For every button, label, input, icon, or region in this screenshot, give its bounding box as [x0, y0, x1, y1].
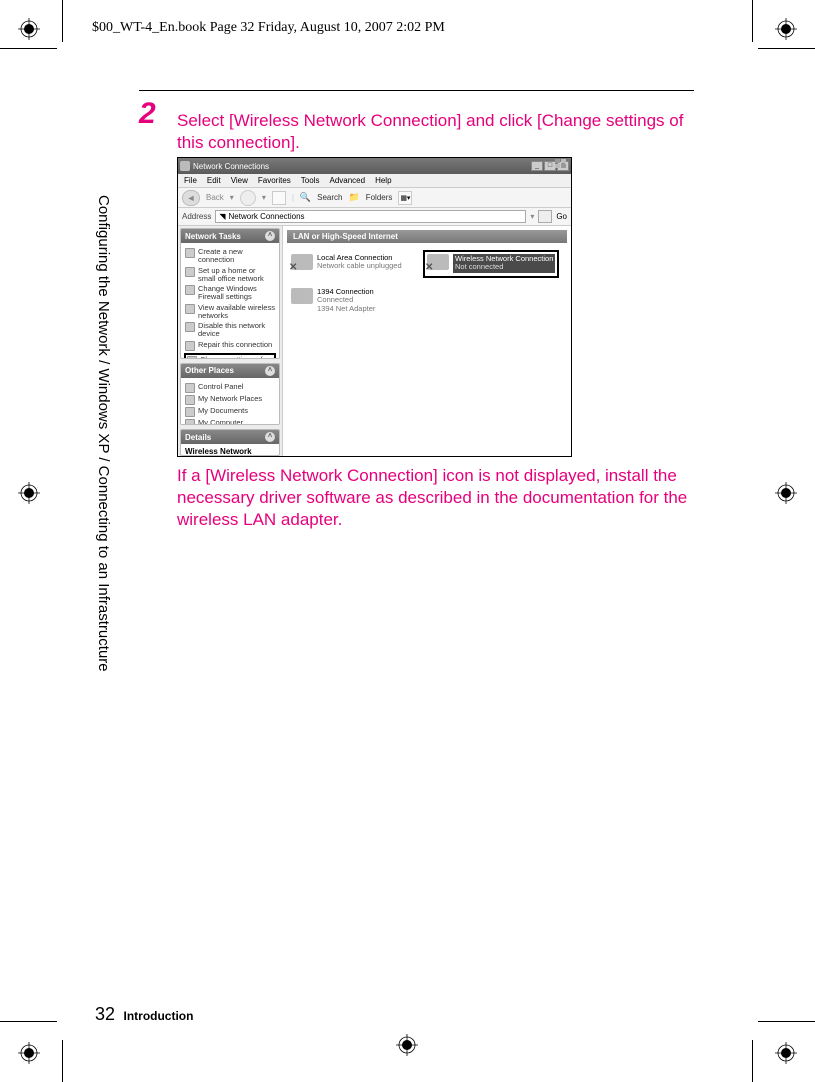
menu-view[interactable]: View: [231, 176, 248, 185]
task-icon: [185, 341, 195, 351]
task-firewall[interactable]: Change Windows Firewall settings: [198, 285, 275, 302]
step-number: 2: [139, 97, 156, 131]
menu-file[interactable]: File: [184, 176, 197, 185]
crop-mark: [758, 1021, 815, 1022]
collapse-icon[interactable]: ˄: [265, 366, 275, 376]
minimize-button[interactable]: _: [531, 161, 543, 171]
task-disable[interactable]: Disable this network device: [198, 322, 275, 339]
folders-icon: 📁: [348, 192, 359, 203]
address-value: Network Connections: [229, 212, 305, 221]
crop-mark: [62, 0, 63, 42]
menubar: File Edit View Favorites Tools Advanced …: [178, 174, 571, 188]
connection-icon: ✕: [291, 254, 313, 274]
forward-dropdown-icon[interactable]: ▾: [262, 193, 266, 202]
category-header: LAN or High-Speed Internet: [287, 230, 567, 243]
section-label: Introduction: [123, 1009, 193, 1023]
task-icon: [185, 304, 195, 314]
task-setup-network[interactable]: Set up a home or small office network: [198, 267, 275, 284]
back-dropdown-icon[interactable]: ▾: [230, 193, 234, 202]
side-running-head: Configuring the Network / Windows XP / C…: [95, 195, 112, 715]
place-my-documents[interactable]: My Documents: [198, 407, 248, 415]
reg-mark-bl: [18, 1042, 40, 1064]
connection-icon: [291, 288, 313, 308]
task-icon: [185, 267, 195, 277]
connection-wireless[interactable]: ✕ Wireless Network ConnectionNot connect…: [423, 250, 559, 278]
reg-mark-br: [775, 1042, 797, 1064]
menu-advanced[interactable]: Advanced: [329, 176, 365, 185]
menu-edit[interactable]: Edit: [207, 176, 221, 185]
address-field[interactable]: ◥ Network Connections: [215, 210, 526, 223]
reg-mark-b: [396, 1034, 418, 1056]
menu-favorites[interactable]: Favorites: [258, 176, 291, 185]
place-icon: [185, 395, 195, 405]
connection-lan[interactable]: ✕ Local Area ConnectionNetwork cable unp…: [291, 254, 402, 274]
network-tasks-header: Network Tasks: [185, 232, 241, 241]
task-change-settings[interactable]: Change settings of this connection: [200, 356, 273, 359]
task-icon: [185, 248, 195, 258]
window-titlebar: Network Connections _ □ ×: [178, 158, 571, 174]
search-label[interactable]: Search: [317, 193, 342, 202]
details-header: Details: [185, 433, 211, 442]
connection-1394[interactable]: 1394 ConnectionConnected1394 Net Adapter: [291, 288, 375, 313]
screenshot-network-connections: Network Connections _ □ × File Edit View…: [177, 157, 572, 457]
connection-icon: ✕: [427, 254, 449, 274]
connection-adapter: 1394 Net Adapter: [317, 305, 375, 313]
crop-mark: [752, 0, 753, 42]
step-instruction: Select [Wireless Network Connection] and…: [177, 110, 697, 154]
place-icon: [185, 419, 195, 425]
go-button[interactable]: [538, 210, 552, 223]
details-text: Wireless Network: [185, 447, 252, 456]
place-icon: [185, 383, 195, 393]
crop-mark: [758, 48, 815, 49]
place-icon: [185, 407, 195, 417]
collapse-icon[interactable]: ˄: [265, 432, 275, 442]
search-icon: 🔍: [300, 192, 311, 203]
folders-label[interactable]: Folders: [366, 193, 393, 202]
connection-status: Not connected: [455, 263, 553, 271]
connection-list: LAN or High-Speed Internet ✕ Local Area …: [283, 226, 571, 457]
crop-mark: [0, 48, 57, 49]
up-button[interactable]: [272, 191, 286, 205]
crop-mark: [62, 1040, 63, 1082]
go-label: Go: [556, 212, 567, 221]
place-control-panel[interactable]: Control Panel: [198, 383, 243, 391]
reg-mark-tl: [18, 18, 40, 40]
page-number: 32: [95, 1004, 115, 1024]
toolbar: ◄ Back ▾ ▾ | 🔍 Search 📁 Folders ▦▾: [178, 188, 571, 208]
forward-button[interactable]: [240, 190, 256, 206]
task-icon: [187, 356, 197, 359]
connection-status: Network cable unplugged: [317, 262, 402, 270]
reg-mark-l: [18, 482, 40, 504]
step-note: If a [Wireless Network Connection] icon …: [177, 465, 697, 531]
task-repair[interactable]: Repair this connection: [198, 341, 272, 349]
crop-mark: [752, 1040, 753, 1082]
task-icon: [185, 322, 195, 332]
address-icon: ◥: [219, 212, 225, 221]
crop-mark: [0, 1021, 57, 1022]
window-title: Network Connections: [193, 162, 269, 171]
place-my-computer[interactable]: My Computer: [198, 419, 243, 425]
collapse-icon[interactable]: ˄: [265, 231, 275, 241]
back-label: Back: [206, 193, 224, 202]
page-content: Configuring the Network / Windows XP / C…: [95, 85, 713, 1025]
windows-flag-icon: [555, 159, 567, 169]
address-bar: Address ◥ Network Connections ▾ Go: [178, 208, 571, 226]
header-meta: $00_WT-4_En.book Page 32 Friday, August …: [92, 20, 445, 36]
window-icon: [180, 161, 190, 171]
menu-help[interactable]: Help: [375, 176, 391, 185]
task-icon: [185, 285, 195, 295]
task-pane: Network Tasks ˄ Create a new connection S…: [178, 226, 283, 457]
other-places-header: Other Places: [185, 366, 234, 375]
task-create-connection[interactable]: Create a new connection: [198, 248, 275, 265]
views-button[interactable]: ▦▾: [398, 191, 412, 205]
reg-mark-tr: [775, 18, 797, 40]
back-button[interactable]: ◄: [182, 190, 200, 206]
address-label: Address: [182, 212, 211, 221]
menu-tools[interactable]: Tools: [301, 176, 320, 185]
task-view-wireless[interactable]: View available wireless networks: [198, 304, 275, 321]
place-network-places[interactable]: My Network Places: [198, 395, 262, 403]
top-rule: [139, 90, 694, 91]
reg-mark-r: [775, 482, 797, 504]
page-footer: 32 Introduction: [95, 1004, 193, 1025]
